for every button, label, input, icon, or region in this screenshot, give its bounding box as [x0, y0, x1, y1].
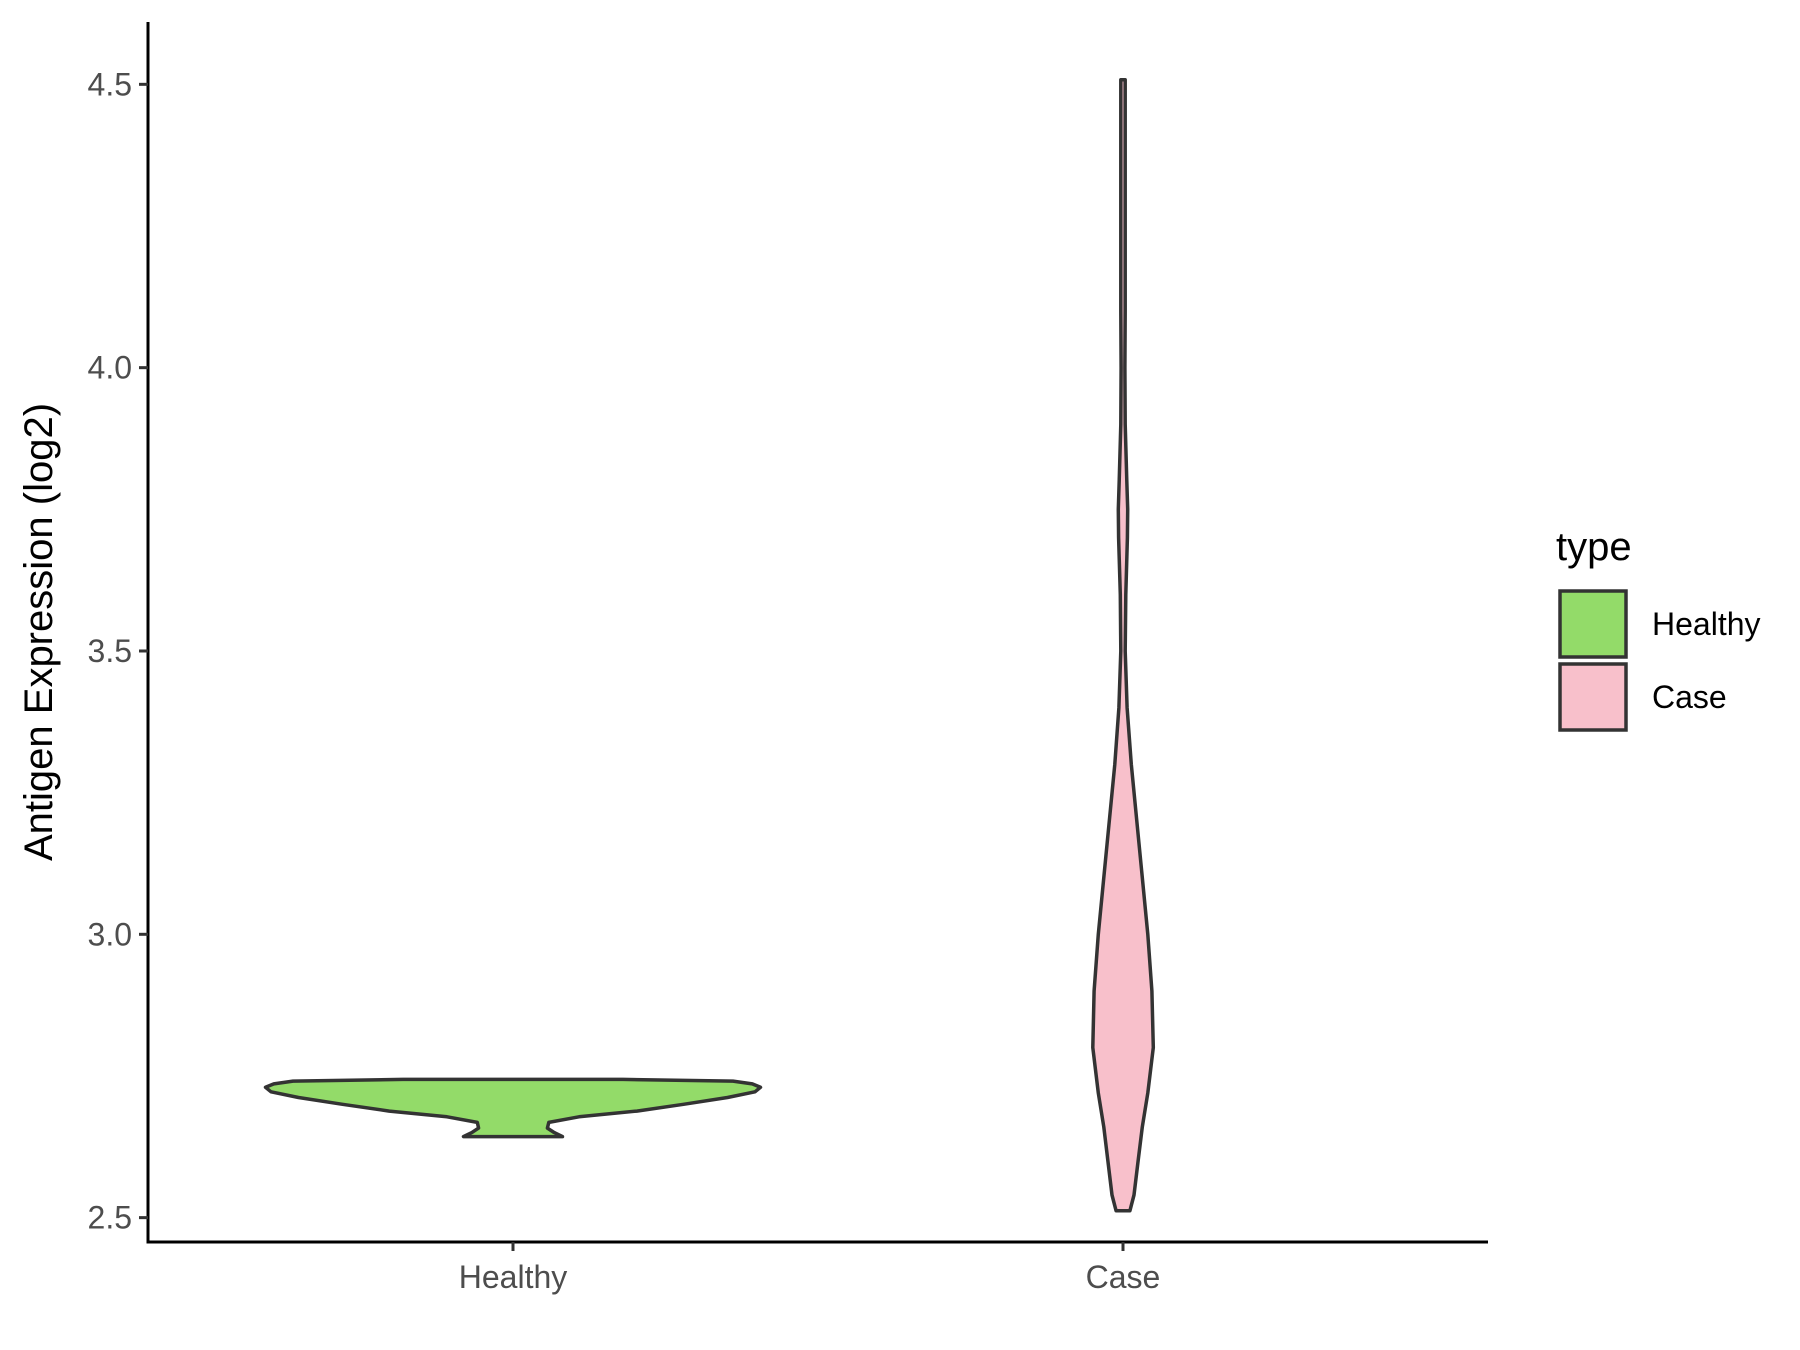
y-tick-label: 3.0 [88, 916, 132, 952]
violin-healthy [263, 1077, 763, 1139]
y-tick-label: 4.5 [88, 66, 132, 102]
violin-case [1091, 78, 1156, 1213]
legend-title: type [1556, 525, 1632, 569]
y-tick-label: 4.0 [88, 350, 132, 386]
legend-key-case [1558, 662, 1628, 732]
axes: 2.5 3.0 3.5 4.0 4.5 Healthy Case [88, 22, 1488, 1295]
x-tick-label: Healthy [459, 1259, 568, 1295]
legend-key-healthy [1558, 589, 1628, 659]
legend-label: Case [1652, 679, 1727, 715]
y-axis-title: Antigen Expression (log2) [17, 403, 61, 861]
plot-area [263, 78, 1156, 1213]
y-tick-label: 3.5 [88, 633, 132, 669]
x-tick-label: Case [1086, 1259, 1161, 1295]
legend-label: Healthy [1652, 606, 1761, 642]
y-tick-label: 2.5 [88, 1200, 132, 1236]
legend: type Healthy Case [1556, 525, 1761, 732]
